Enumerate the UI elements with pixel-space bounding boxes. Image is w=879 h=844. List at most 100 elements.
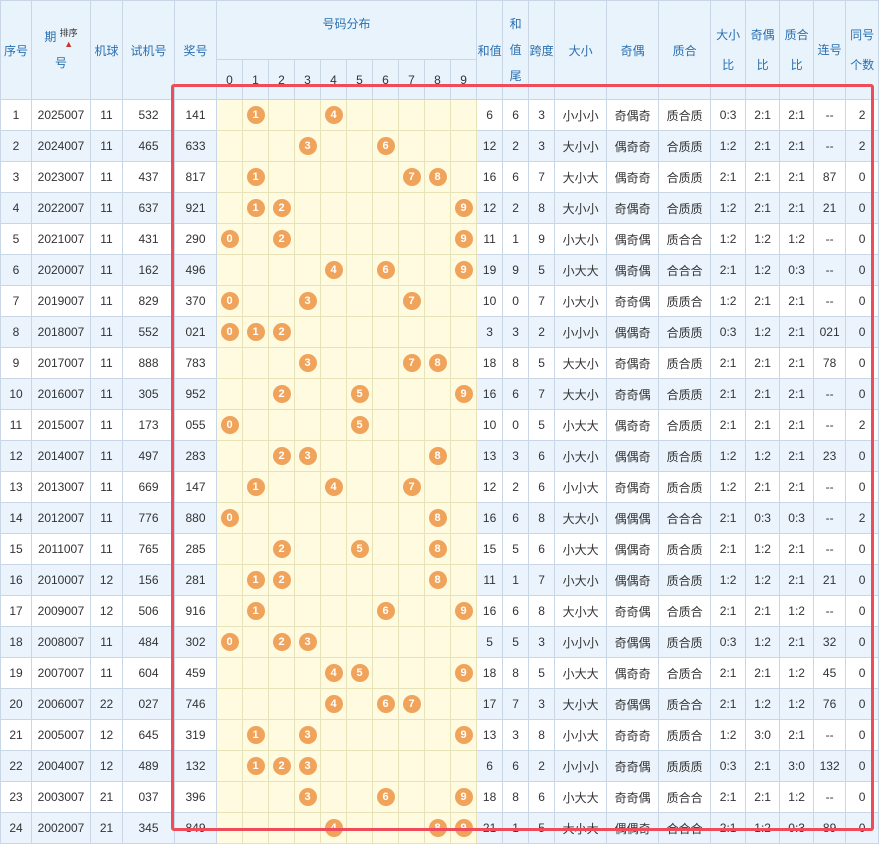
cell-test-number: 305 <box>122 378 175 410</box>
number-ball: 2 <box>272 571 291 589</box>
distribution-cell-3 <box>294 223 321 255</box>
distribution-cell-3 <box>294 812 321 844</box>
col-span-header: 跨度 <box>528 0 556 100</box>
cell-sum: 11 <box>476 223 504 255</box>
col-period-header[interactable]: 期 排序 ▲ 号 <box>31 0 91 100</box>
cell-test-number: 637 <box>122 192 175 224</box>
cell-oe-ratio: 1:2 <box>745 254 781 286</box>
cell-big-small: 大小大 <box>554 688 608 720</box>
cell-sum: 21 <box>476 812 504 844</box>
cell-prime-composite: 合质质 <box>658 378 712 410</box>
cell-period: 2023007 <box>31 161 91 193</box>
cell-sum: 18 <box>476 781 504 813</box>
number-ball: 2 <box>272 323 291 341</box>
cell-bs-ratio: 1:2 <box>710 719 747 751</box>
distribution-cell-2 <box>268 130 295 162</box>
col-primecomp-header: 质合 <box>658 0 712 100</box>
cell-consecutive: 132 <box>813 750 847 782</box>
cell-test-number: 552 <box>122 316 175 348</box>
distribution-cell-3: 3 <box>294 781 321 813</box>
number-ball: 5 <box>350 385 369 403</box>
cell-prime-composite: 质合质 <box>658 564 712 596</box>
cell-machine: 12 <box>90 719 123 751</box>
number-ball: 9 <box>454 788 473 806</box>
cell-bs-ratio: 2:1 <box>710 254 747 286</box>
distribution-cell-6 <box>372 533 399 565</box>
cell-sum: 12 <box>476 130 504 162</box>
distribution-cell-7: 7 <box>398 471 425 503</box>
distribution-cell-0 <box>216 688 243 720</box>
cell-pc-ratio: 1:2 <box>779 688 815 720</box>
cell-span: 3 <box>528 130 556 162</box>
cell-seq: 14 <box>0 502 32 534</box>
cell-machine: 12 <box>90 750 123 782</box>
cell-same-count: 0 <box>845 378 879 410</box>
cell-span: 2 <box>528 316 556 348</box>
cell-bs-ratio: 1:2 <box>710 471 747 503</box>
distribution-cell-9 <box>449 533 478 565</box>
cell-same-count: 0 <box>845 812 879 844</box>
number-ball: 8 <box>428 509 447 527</box>
distribution-cell-1 <box>242 223 269 255</box>
distribution-cell-8 <box>424 409 451 441</box>
cell-bs-ratio: 2:1 <box>710 409 747 441</box>
cell-machine: 11 <box>90 130 123 162</box>
cell-sum-tail: 2 <box>502 471 530 503</box>
digit-header-3: 3 <box>294 59 321 100</box>
col-test-header: 试机号 <box>122 0 175 100</box>
cell-period: 2019007 <box>31 285 91 317</box>
cell-odd-even: 偶偶奇 <box>606 316 660 348</box>
cell-odd-even: 奇奇偶 <box>606 750 660 782</box>
cell-prize-number: 396 <box>174 781 217 813</box>
distribution-cell-4: 4 <box>320 657 347 689</box>
cell-test-number: 437 <box>122 161 175 193</box>
distribution-cell-3 <box>294 595 321 627</box>
cell-big-small: 大小大 <box>554 812 608 844</box>
cell-prize-number: 285 <box>174 533 217 565</box>
distribution-cell-6 <box>372 657 399 689</box>
distribution-cell-6 <box>372 409 399 441</box>
cell-oe-ratio: 1:2 <box>745 533 781 565</box>
distribution-cell-1: 1 <box>242 99 269 131</box>
number-ball: 8 <box>428 819 447 837</box>
distribution-cell-9 <box>449 688 478 720</box>
distribution-cell-1 <box>242 347 269 379</box>
distribution-cell-2 <box>268 688 295 720</box>
distribution-cell-7: 7 <box>398 285 425 317</box>
cell-machine: 11 <box>90 161 123 193</box>
cell-same-count: 0 <box>845 347 879 379</box>
distribution-cell-4 <box>320 533 347 565</box>
number-ball: 6 <box>376 137 395 155</box>
table-row: 21 2005007 12 645 319 1 3 9 13 3 8 小小大 奇奇奇 质质合 1:2 3:0 2… <box>0 719 879 751</box>
digit-header-1: 1 <box>242 59 269 100</box>
cell-oe-ratio: 1:2 <box>745 688 781 720</box>
cell-prize-number: 132 <box>174 750 217 782</box>
distribution-cell-0: 0 <box>216 223 243 255</box>
cell-seq: 15 <box>0 533 32 565</box>
cell-prime-composite: 合质质 <box>658 192 712 224</box>
distribution-cell-6 <box>372 192 399 224</box>
cell-sum-tail: 6 <box>502 750 530 782</box>
cell-prime-composite: 质合质 <box>658 440 712 472</box>
number-ball: 2 <box>272 385 291 403</box>
distribution-cell-3 <box>294 657 321 689</box>
sort-arrow-icon[interactable]: ▲ <box>64 38 74 49</box>
cell-sum-tail: 1 <box>502 812 530 844</box>
number-ball: 1 <box>246 726 265 744</box>
cell-odd-even: 奇偶奇 <box>606 471 660 503</box>
number-ball: 0 <box>220 509 239 527</box>
cell-oe-ratio: 1:2 <box>745 564 781 596</box>
sort-label[interactable]: 排序 <box>59 27 78 38</box>
cell-seq: 2 <box>0 130 32 162</box>
cell-sum: 17 <box>476 688 504 720</box>
distribution-cell-9: 9 <box>449 223 478 255</box>
distribution-cell-7 <box>398 99 425 131</box>
distribution-cell-9 <box>449 285 478 317</box>
cell-sum: 18 <box>476 347 504 379</box>
cell-oe-ratio: 3:0 <box>745 719 781 751</box>
distribution-cell-8 <box>424 595 451 627</box>
cell-same-count: 0 <box>845 657 879 689</box>
distribution-cell-4: 4 <box>320 688 347 720</box>
cell-same-count: 0 <box>845 440 879 472</box>
cell-sum-tail: 6 <box>502 161 530 193</box>
